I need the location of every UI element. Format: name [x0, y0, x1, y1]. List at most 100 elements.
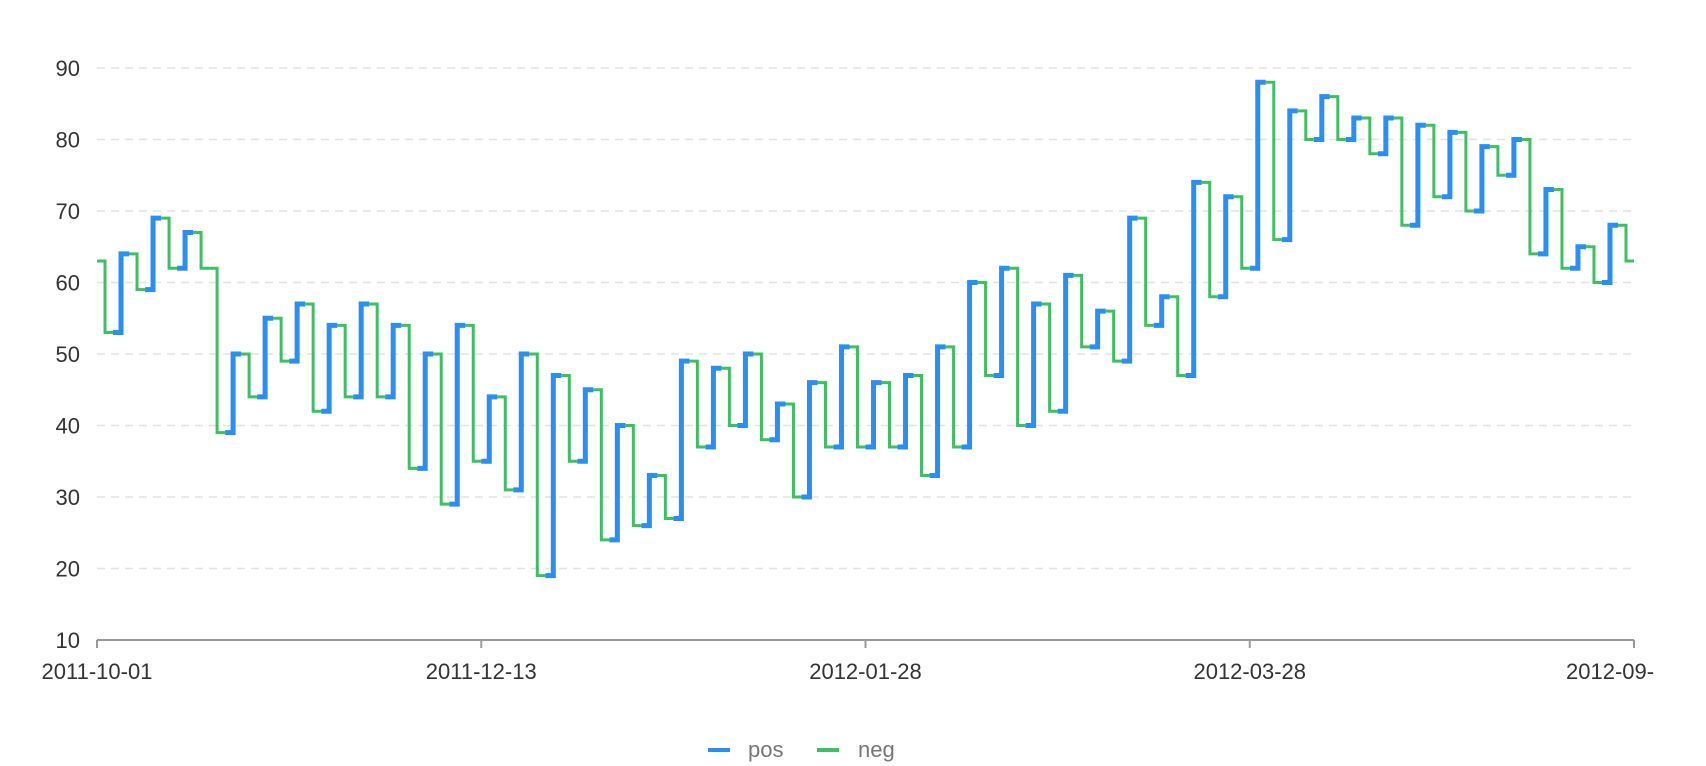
x-tick-label: 2012-01-28 [809, 659, 922, 684]
step-segment-pos [1313, 94, 1330, 142]
step-segment-pos [641, 473, 658, 529]
step-segment-neg [1233, 195, 1250, 270]
step-segment-neg [1489, 145, 1506, 177]
step-segment-neg [945, 345, 962, 449]
step-segment-pos [929, 344, 946, 479]
axis-layer: 10 20 30 40 50 60 70 80 90 2011-10-01 2011-12-13 20… [42, 56, 1655, 684]
step-segment-neg [433, 352, 450, 506]
step-segment-pos [897, 372, 914, 450]
y-tick-label: 80 [56, 128, 80, 153]
step-segment-pos [1185, 179, 1202, 378]
y-tick-label: 60 [56, 271, 80, 296]
legend-item-neg[interactable]: neg [817, 737, 895, 762]
grid-layer [97, 67, 1634, 570]
step-segment-neg [849, 345, 866, 449]
step-segment-pos [1153, 294, 1170, 328]
step-segment-pos [321, 322, 338, 414]
step-segment-pos [801, 380, 818, 500]
y-tick-label: 50 [56, 342, 80, 367]
step-segment-neg [1553, 188, 1570, 270]
step-segment-pos [1057, 272, 1074, 414]
step-segment-pos [865, 380, 882, 450]
step-segment-neg [161, 216, 178, 270]
step-segment-neg [1041, 302, 1058, 413]
step-segment-pos [225, 351, 242, 436]
step-segment-pos [1217, 194, 1234, 300]
step-segment-neg [977, 281, 994, 377]
step-segment-neg [785, 402, 802, 499]
step-segment-neg [1521, 138, 1538, 256]
series-pos [113, 79, 1618, 579]
step-segment-neg [1009, 266, 1026, 427]
step-segment-neg [913, 373, 930, 478]
step-segment-pos [1249, 79, 1266, 271]
step-segment-pos [1345, 115, 1362, 142]
step-segment-pos [449, 322, 466, 507]
legend-label-neg: neg [858, 737, 895, 762]
step-segment-neg [721, 366, 738, 427]
step-segment-neg [273, 316, 290, 363]
step-segment-pos [1377, 115, 1394, 157]
step-segment-pos [145, 215, 162, 293]
step-segment-neg [1105, 309, 1122, 363]
step-segment-neg [97, 259, 114, 335]
step-segment-pos [545, 372, 562, 579]
step-segment-pos [1121, 215, 1138, 364]
step-segment-pos [609, 423, 626, 543]
step-segment-pos [833, 344, 850, 450]
step-segment-neg [1585, 245, 1602, 284]
step-segment-pos [481, 394, 498, 464]
step-segment-pos [385, 322, 402, 400]
step-segment-neg [1425, 123, 1442, 199]
step-segment-neg [193, 230, 210, 270]
step-segment-pos [1089, 308, 1106, 350]
step-segment-neg [561, 373, 578, 463]
step-segment-neg [1265, 80, 1282, 242]
step-segment-pos [993, 265, 1010, 378]
step-segment-pos [1473, 144, 1490, 214]
series-neg [97, 80, 1634, 578]
x-tick-label: 2012-03-28 [1193, 659, 1306, 684]
step-segment-neg [529, 352, 546, 578]
step-segment-pos [1441, 129, 1458, 200]
step-segment-pos [353, 301, 370, 400]
step-segment-pos [1409, 122, 1426, 228]
y-tick-label: 10 [56, 628, 80, 653]
step-segment-neg [1137, 216, 1154, 327]
step-segment-neg [305, 302, 322, 413]
step-segment-neg [1201, 180, 1218, 299]
step-segment-neg [497, 395, 514, 492]
step-segment-neg [465, 323, 482, 463]
step-segment-pos [577, 387, 594, 464]
step-segment-pos [257, 315, 274, 400]
step-segment-pos [1601, 222, 1618, 285]
x-tick-label: 2012-09- [1566, 659, 1654, 684]
step-segment-neg [625, 424, 642, 528]
step-segment-pos [417, 351, 434, 471]
step-segment-pos [513, 351, 530, 493]
legend-item-pos[interactable]: pos [708, 737, 783, 762]
step-segment-pos [705, 365, 722, 450]
step-segment-pos [673, 358, 690, 521]
step-segment-neg [817, 381, 834, 449]
step-segment-neg [1393, 116, 1410, 227]
step-segment-pos [961, 280, 978, 450]
step-segment-neg [241, 352, 258, 399]
step-segment-neg [129, 252, 146, 292]
step-segment-neg [1297, 109, 1314, 141]
step-segment-pos [1281, 108, 1298, 243]
step-segment-neg [689, 359, 706, 449]
step-segment-neg [753, 352, 770, 442]
step-segment-neg [209, 266, 226, 435]
step-segment-neg [1617, 223, 1634, 263]
step-segment-pos [1537, 187, 1554, 257]
step-segment-pos [1569, 244, 1586, 271]
legend: pos neg [708, 737, 895, 762]
step-segment-neg [881, 381, 898, 449]
step-segment-neg [593, 388, 610, 542]
step-segment-pos [1505, 137, 1522, 178]
x-tick-label: 2011-10-01 [42, 659, 153, 684]
step-segment-pos [737, 351, 754, 428]
step-segment-pos [177, 229, 194, 271]
